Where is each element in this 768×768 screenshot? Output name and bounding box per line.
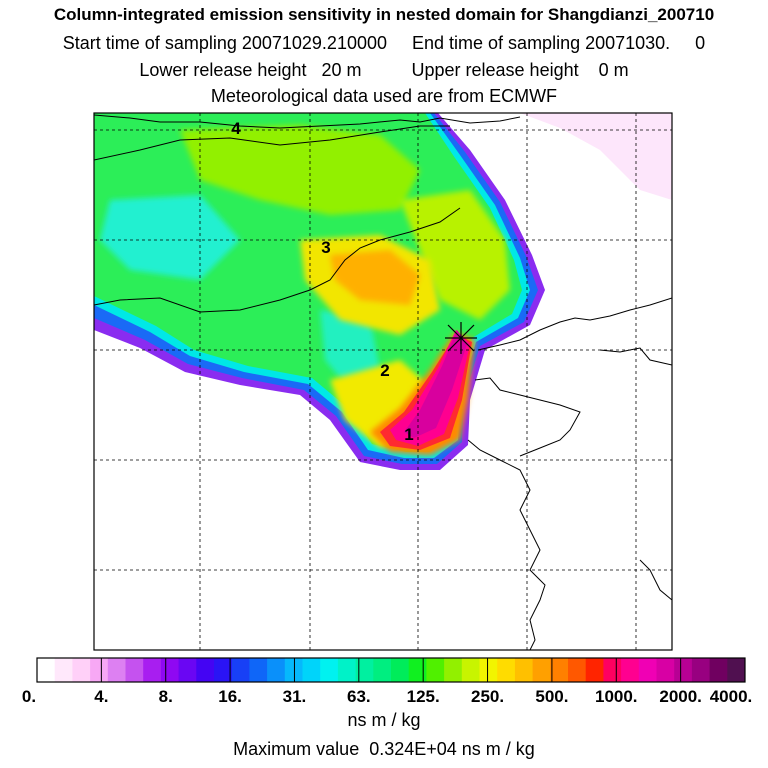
colorbar-swatch — [320, 658, 339, 682]
colorbar-swatch — [54, 658, 73, 682]
colorbar-tick-label: 125. — [407, 687, 440, 706]
colorbar-tick-label: 0. — [22, 687, 36, 706]
colorbar-swatch — [550, 658, 569, 682]
colorbar-swatch — [461, 658, 480, 682]
chart-title: Column-integrated emission sensitivity i… — [53, 5, 715, 24]
colorbar-swatch — [674, 658, 693, 682]
coastline-upper-border — [94, 125, 450, 161]
border-west — [94, 207, 461, 313]
colorbar-swatch — [479, 658, 498, 682]
colorbar-swatch — [143, 658, 162, 682]
colorbar-swatch — [727, 658, 746, 682]
coastlines — [94, 114, 672, 650]
colorbar-tick-label: 63. — [347, 687, 371, 706]
colorbar-swatch — [391, 658, 410, 682]
release-height-line: Lower release height 20 m Upper release … — [139, 60, 629, 80]
faint-halo-region — [520, 113, 672, 200]
colorbar-units-label: ns m / kg — [347, 710, 421, 730]
annotation-label-3: 3 — [321, 238, 330, 257]
map-frame — [93, 112, 673, 651]
colorbar-swatch — [603, 658, 622, 682]
colorbar-swatch — [125, 658, 144, 682]
coastline-bay — [467, 439, 546, 650]
colorbar-swatch — [231, 658, 250, 682]
colorbar-swatch — [196, 658, 215, 682]
colorbar-swatch — [408, 658, 427, 682]
colorbar-swatch — [337, 658, 356, 682]
colorbar-swatch — [497, 658, 516, 682]
colorbar-swatch — [37, 658, 56, 682]
map-gridlines — [94, 113, 672, 650]
colorbar-swatch — [426, 658, 445, 682]
orange-patch — [330, 250, 420, 305]
colorbar-swatch — [249, 658, 268, 682]
colorbar-swatch — [72, 658, 91, 682]
coastline-north — [94, 114, 521, 129]
colorbar-swatch — [214, 658, 233, 682]
colorbar-swatch — [90, 658, 109, 682]
coastline-south — [639, 559, 672, 601]
colorbar-tick-label: 4. — [94, 687, 108, 706]
colorbar-swatch — [709, 658, 728, 682]
colorbar-swatch — [267, 658, 286, 682]
meteo-source-line: Meteorological data used are from ECMWF — [210, 86, 558, 106]
lime-patch-upper — [180, 125, 420, 215]
colorbar-tick-label: 31. — [283, 687, 307, 706]
colorbar-frame — [36, 657, 746, 683]
colorbar-tick-labels: 0. 4. 8. 16. 31. 63. 125. 250. 500. 1000. 2000. 400… — [22, 687, 752, 706]
sensitivity-field — [94, 113, 672, 650]
receptor-cross-marker — [445, 322, 477, 354]
colorbar-swatch — [107, 658, 126, 682]
colorbar-tick-label: 1000. — [595, 687, 638, 706]
coastline-east-1 — [477, 297, 672, 351]
colorbar-swatch — [160, 658, 179, 682]
high-plume-peak — [404, 330, 467, 438]
colorbar-swatch — [355, 658, 374, 682]
colorbar-swatch — [691, 658, 710, 682]
colorbar-swatch — [532, 658, 551, 682]
colorbar-swatch — [373, 658, 392, 682]
annotation-label-4: 4 — [231, 119, 241, 138]
colorbar — [36, 657, 746, 683]
maximum-value-label: Maximum value 0.324E+04 ns m / kg — [233, 739, 535, 759]
colorbar-tick-label: 250. — [471, 687, 504, 706]
colorbar-tick-label: 500. — [535, 687, 568, 706]
annotation-label-1: 1 — [404, 425, 413, 444]
colorbar-swatch — [514, 658, 533, 682]
colorbar-swatch — [444, 658, 463, 682]
annotation-label-2: 2 — [380, 361, 389, 380]
colorbar-tick-label: 4000. — [710, 687, 753, 706]
cyan-patch-west — [100, 195, 240, 280]
colorbar-tick-label: 16. — [218, 687, 242, 706]
colorbar-swatch — [638, 658, 657, 682]
colorbar-tick-label: 8. — [159, 687, 173, 706]
lime-patch-east — [400, 190, 510, 320]
colorbar-swatch — [568, 658, 587, 682]
coastline-peninsula — [599, 347, 672, 366]
coastline-east-2 — [474, 377, 581, 457]
colorbar-swatch — [178, 658, 197, 682]
colorbar-swatch — [284, 658, 303, 682]
colorbar-swatch — [621, 658, 640, 682]
colorbar-tick-label: 2000. — [659, 687, 702, 706]
colorbar-swatch — [656, 658, 675, 682]
sampling-time-line: Start time of sampling 20071029.210000 E… — [62, 33, 706, 53]
colorbar-swatch — [302, 658, 321, 682]
colorbar-swatch — [585, 658, 604, 682]
